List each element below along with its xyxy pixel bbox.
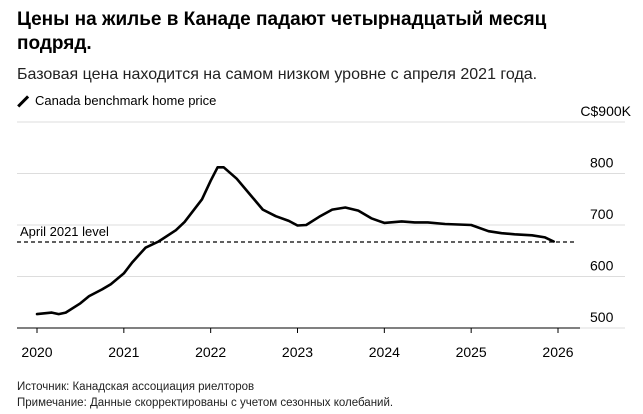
- legend-label: Canada benchmark home price: [35, 93, 217, 108]
- x-tick-label: 2024: [369, 344, 400, 360]
- y-tick-label: 500: [590, 309, 614, 325]
- y-tick-label: 700: [590, 206, 614, 222]
- chart-title: Цены на жилье в Канаде падают четырнадца…: [17, 9, 547, 54]
- reference-line-label: April 2021 level: [20, 224, 109, 239]
- y-tick-label: 800: [590, 155, 614, 171]
- y-tick-label: 600: [590, 258, 614, 274]
- x-tick-label: 2021: [108, 344, 139, 360]
- chart-legend: Canada benchmark home price: [17, 92, 216, 110]
- chart-subtitle: Базовая цена находится на самом низком у…: [17, 66, 538, 83]
- chart-source: Источник: Канадская ассоциация риелторов: [17, 381, 255, 393]
- x-tick-label: 2020: [21, 344, 52, 360]
- chart-note: Примечание: Данные скорректированы с уче…: [17, 397, 394, 409]
- x-tick-label: 2025: [456, 344, 487, 360]
- x-tick-label: 2023: [282, 344, 313, 360]
- y-axis-top-label: C$900K: [580, 103, 631, 119]
- x-tick-label: 2026: [542, 344, 573, 360]
- series-line: [35, 166, 556, 316]
- x-tick-label: 2022: [195, 344, 226, 360]
